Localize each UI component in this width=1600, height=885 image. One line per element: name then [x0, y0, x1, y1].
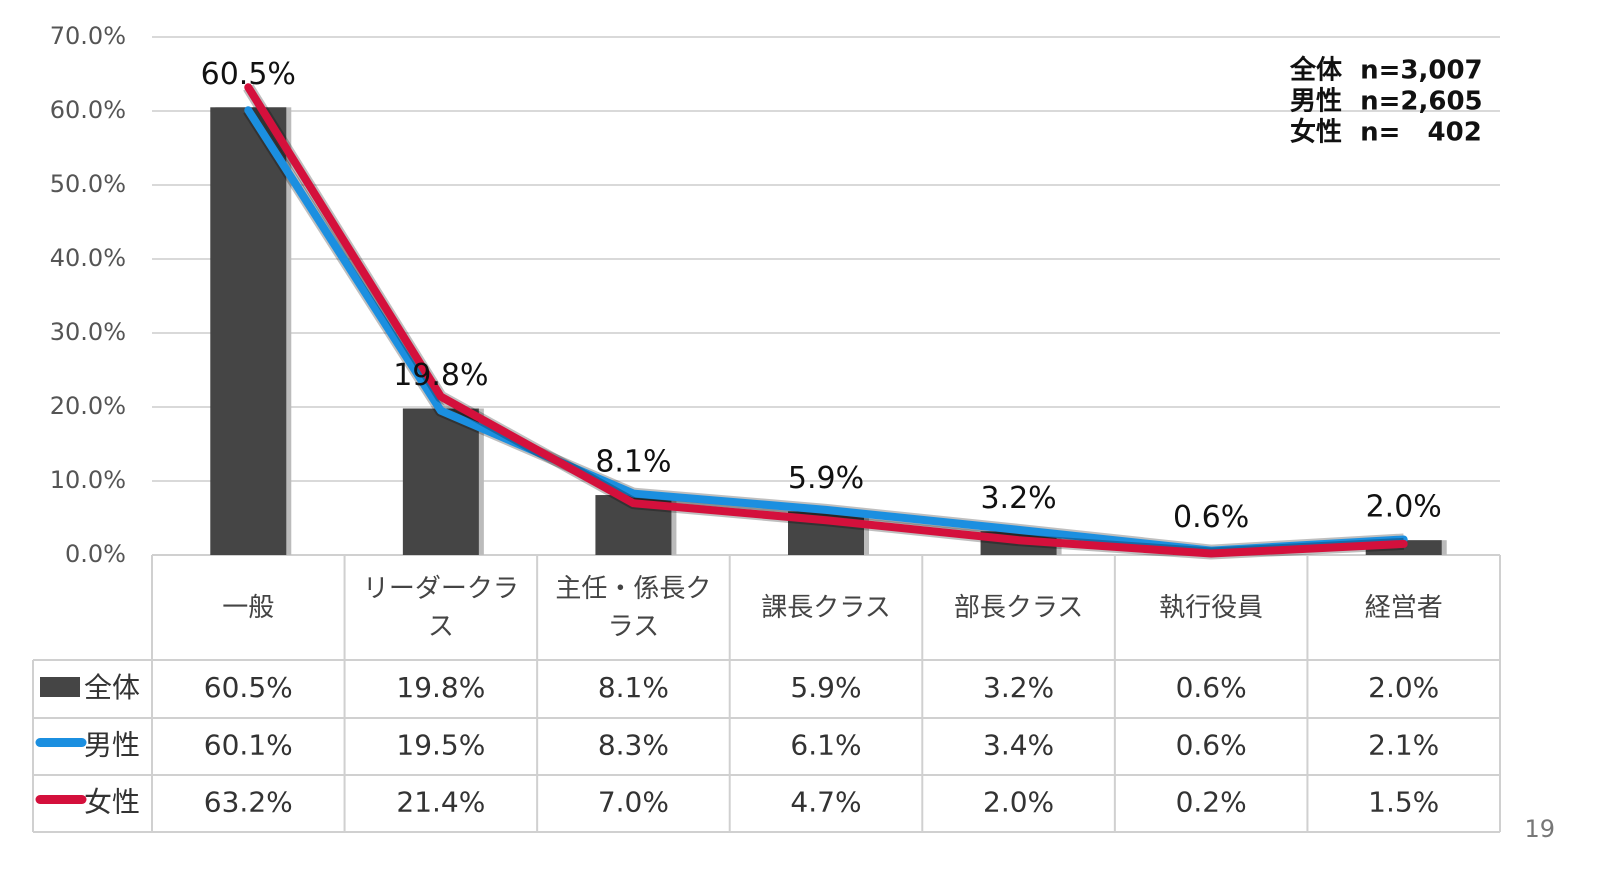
table-cell: 0.6%: [1176, 729, 1247, 762]
table-cell: 0.2%: [1176, 786, 1247, 819]
y-tick-label: 10.0%: [50, 466, 126, 494]
data-label: 8.1%: [595, 445, 671, 480]
y-tick-label: 0.0%: [65, 540, 126, 568]
table-cell: 8.1%: [598, 671, 669, 704]
table-cell: 60.1%: [204, 729, 293, 762]
x-tick-label: リーダークラス: [362, 574, 519, 642]
legend-label: 男性: [84, 729, 140, 762]
x-tick-label: 経営者: [1364, 593, 1443, 623]
y-tick-label: 60.0%: [50, 96, 126, 124]
data-label: 2.0%: [1366, 490, 1442, 525]
category-cell: 一般: [222, 593, 275, 623]
y-tick-label: 70.0%: [50, 22, 126, 50]
annotation: 全体 n=3,007: [1289, 55, 1483, 86]
legend-label: 全体: [84, 671, 140, 704]
table-cell: 3.4%: [983, 729, 1054, 762]
table-cell: 2.0%: [1368, 671, 1439, 704]
table-cell: 60.5%: [204, 671, 293, 704]
legend-label: 女性: [84, 786, 140, 819]
data-label: 19.8%: [393, 358, 488, 393]
annotation: 男性 n=2,605: [1290, 87, 1483, 117]
legend-marker: [40, 677, 80, 697]
bar: [402, 408, 479, 555]
table-cell: 7.0%: [598, 786, 669, 819]
category-cell: 課長クラス: [761, 593, 891, 623]
y-tick-label: 30.0%: [50, 318, 126, 346]
category-cell: 部長クラス: [953, 593, 1084, 623]
table-cell: 21.4%: [396, 786, 485, 819]
y-tick-label: 20.0%: [50, 392, 126, 420]
x-tick-label: 主任・係長クラス: [555, 574, 712, 642]
category-cell: 主任・係長クラス: [555, 574, 712, 642]
table-cell: 19.5%: [396, 729, 485, 762]
table-cell: 1.5%: [1368, 786, 1439, 819]
table-cell: 5.9%: [790, 671, 861, 704]
x-tick-label: 部長クラス: [953, 593, 1084, 623]
table-cell: 0.6%: [1176, 671, 1247, 704]
x-tick-label: 一般: [222, 593, 275, 623]
data-label: 0.6%: [1173, 500, 1249, 535]
table-cell: 63.2%: [204, 786, 293, 819]
y-tick-label: 50.0%: [50, 170, 126, 198]
category-cell: 経営者: [1364, 593, 1443, 623]
table-cell: 4.7%: [790, 786, 861, 819]
table-cell: 2.1%: [1368, 729, 1439, 762]
table-cell: 2.0%: [983, 786, 1054, 819]
x-tick-label: 課長クラス: [761, 593, 891, 623]
bar: [210, 107, 287, 556]
table-cell: 19.8%: [396, 671, 485, 704]
table-cell: 3.2%: [983, 671, 1054, 704]
category-cell: 執行役員: [1159, 593, 1264, 623]
x-tick-label: 執行役員: [1159, 593, 1264, 623]
page-number: 19: [1524, 815, 1555, 843]
annotation: 女性 n= 402: [1290, 117, 1482, 148]
data-label: 5.9%: [788, 461, 864, 496]
data-label: 60.5%: [201, 57, 296, 92]
line: [244, 83, 1408, 558]
y-tick-label: 40.0%: [50, 244, 126, 272]
table-cell: 6.1%: [790, 729, 861, 762]
category-cell: リーダークラス: [362, 574, 519, 642]
table-cell: 8.3%: [598, 729, 669, 762]
data-label: 3.2%: [980, 481, 1056, 516]
